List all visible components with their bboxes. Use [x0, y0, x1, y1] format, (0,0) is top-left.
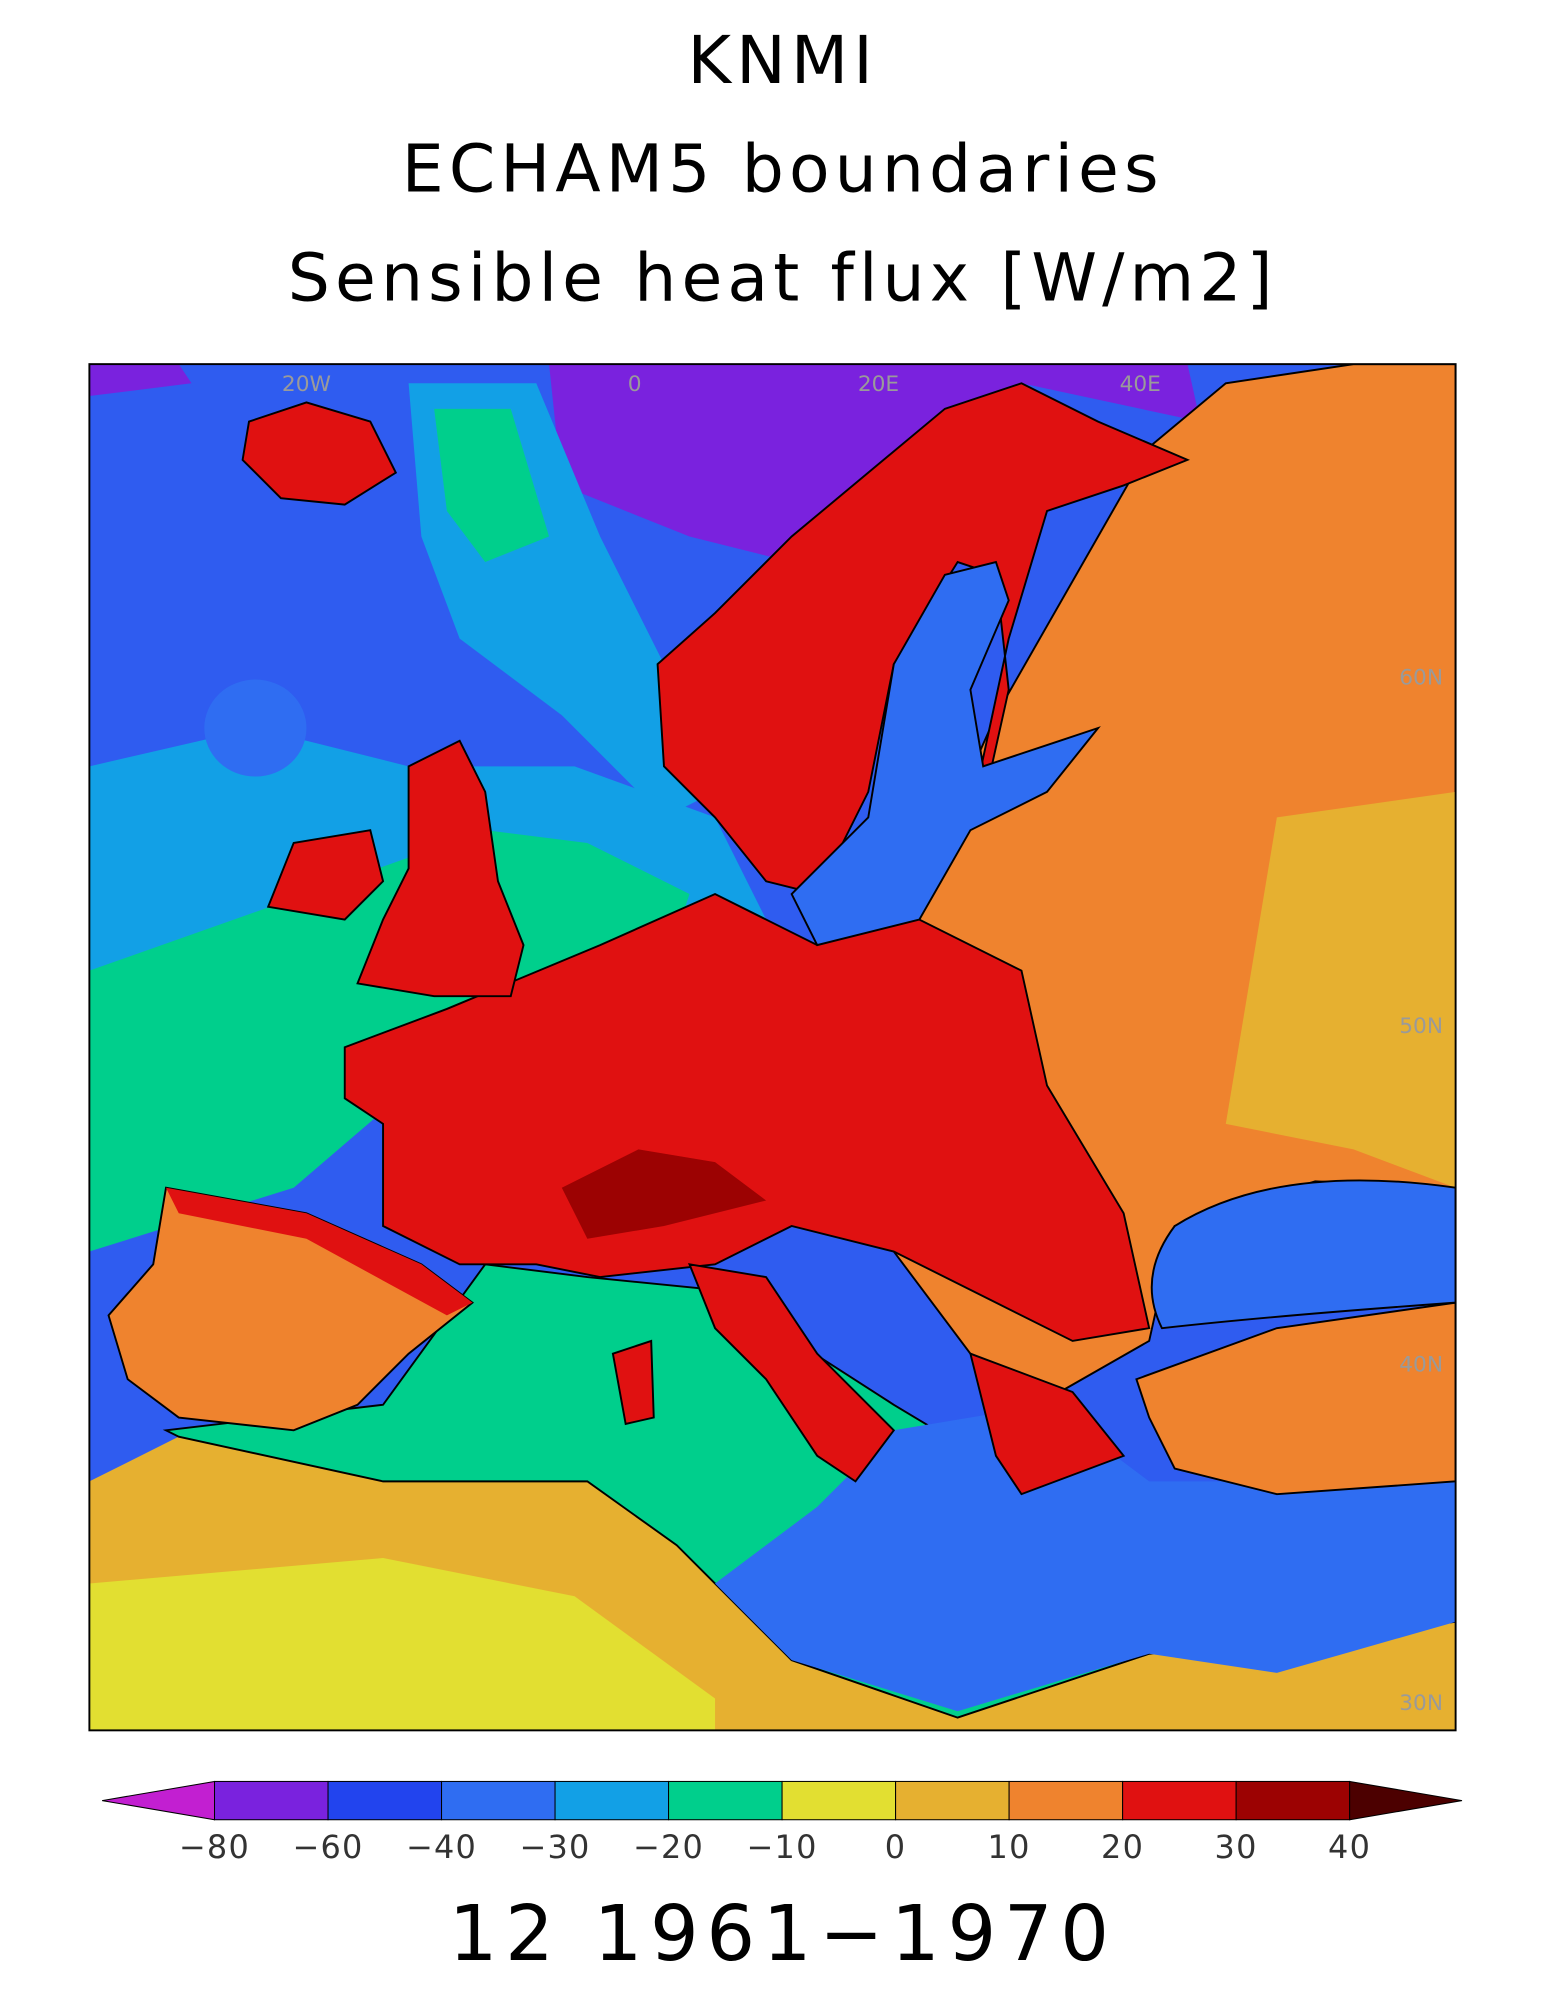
region	[89, 364, 192, 397]
latitude-label: 30N	[1399, 1691, 1443, 1716]
colorbar-arrow	[102, 1780, 216, 1821]
colorbar-tick-label: 20	[1101, 1828, 1144, 1866]
title-line: Sensible heat flux [W/m2]	[288, 238, 1278, 316]
colorbar-tick-label: −30	[519, 1828, 590, 1866]
colorbar-tick-label: −60	[292, 1828, 363, 1866]
colorbar-arrow	[1349, 1780, 1463, 1821]
land	[241, 401, 398, 506]
land	[687, 1263, 896, 1483]
colorbar-segment	[1122, 1780, 1237, 1821]
colorbar: −80 −60 −40 −30 −20 −10 0 10 20 30 40	[102, 1780, 1463, 1866]
latitude-label: 50N	[1399, 1014, 1443, 1039]
title-line: ECHAM5 boundaries	[402, 130, 1164, 208]
colorbar-tick-label: −80	[179, 1828, 250, 1866]
map-field	[89, 364, 1456, 1731]
longitude-label: 20W	[282, 372, 331, 397]
land	[343, 382, 1190, 1342]
land	[356, 739, 525, 998]
land	[1225, 791, 1456, 1188]
colorbar-tick-label: −10	[746, 1828, 817, 1866]
longitude-label: 40E	[1120, 372, 1161, 397]
colorbar-tick-label: −20	[633, 1828, 704, 1866]
land	[611, 1339, 655, 1426]
colorbar-segment	[1008, 1780, 1124, 1821]
colorbar-tick-label: 10	[988, 1828, 1031, 1866]
region	[204, 679, 307, 777]
region	[549, 364, 1201, 563]
land	[1135, 1301, 1456, 1496]
region	[434, 408, 550, 563]
land	[165, 1187, 473, 1316]
map-frame	[88, 363, 1457, 1732]
land	[266, 829, 385, 921]
colorbar-tick-label: 30	[1215, 1828, 1258, 1866]
title-line: KNMI	[687, 21, 877, 99]
colorbar-segment	[1235, 1780, 1351, 1821]
colorbar-tick-label: −40	[406, 1828, 477, 1866]
colorbar-segment	[668, 1780, 783, 1821]
sea	[1150, 1179, 1456, 1330]
colorbar-tick-label: 0	[885, 1828, 907, 1866]
colorbar-segment	[441, 1780, 556, 1821]
land	[561, 1149, 767, 1239]
latitude-label: 40N	[1399, 1353, 1443, 1378]
longitude-label: 20E	[858, 372, 899, 397]
latitude-label: 60N	[1399, 666, 1443, 691]
colorbar-segment	[554, 1780, 670, 1821]
colorbar-segment	[327, 1780, 443, 1821]
footer: 12 1961−1970	[449, 1890, 1117, 1979]
colorbar-segment	[781, 1780, 897, 1821]
sea	[790, 560, 1101, 947]
colorbar-segment	[895, 1780, 1010, 1821]
colorbar-segment	[214, 1780, 329, 1821]
land	[89, 1557, 716, 1731]
longitude-label: 0	[628, 372, 642, 397]
colorbar-tick-label: 40	[1328, 1828, 1371, 1866]
land	[969, 1352, 1126, 1496]
